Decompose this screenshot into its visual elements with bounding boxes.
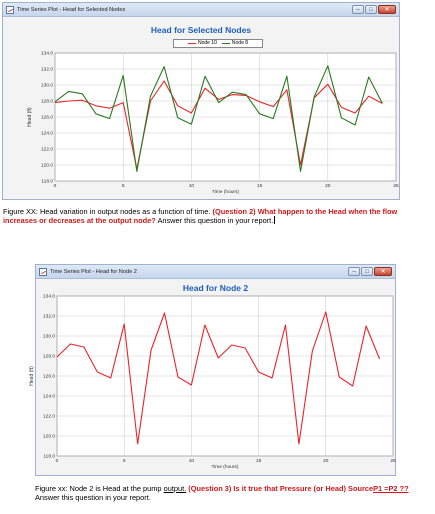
- x-tick-label: 0: [56, 458, 59, 464]
- legend-swatch: [221, 42, 230, 45]
- y-tick-label: 122.0: [43, 414, 55, 420]
- window-titlebar[interactable]: Time Series Plot - Head for Node 2 – □ ✕: [36, 265, 395, 279]
- x-tick-label: 10: [189, 183, 195, 189]
- chart-app-icon: [6, 6, 14, 14]
- y-tick-label: 124.0: [43, 394, 55, 400]
- question-2-text: (Question 2) What happen to the Head whe…: [3, 207, 398, 225]
- close-button[interactable]: ✕: [378, 5, 396, 14]
- legend-label: Node 10: [197, 40, 217, 46]
- y-tick-label: 120.0: [41, 163, 53, 169]
- caption-suffix: Answer this question in your report.: [155, 216, 274, 225]
- x-tick-label: 25: [390, 458, 396, 464]
- y-axis-label: Head (ft): [27, 107, 33, 127]
- y-tick-label: 118.0: [41, 179, 53, 185]
- x-tick-label: 10: [189, 458, 195, 464]
- maximize-button[interactable]: □: [365, 5, 377, 14]
- x-tick-label: 20: [325, 183, 331, 189]
- caption-source-word: Source: [348, 484, 374, 493]
- y-tick-label: 124.0: [41, 131, 53, 137]
- maximize-button[interactable]: □: [361, 267, 373, 276]
- y-tick-label: 132.0: [41, 67, 53, 73]
- y-tick-label: 128.0: [43, 354, 55, 360]
- x-tick-label: 20: [323, 458, 329, 464]
- window-controls: – □ ✕: [348, 267, 392, 277]
- y-tick-label: 118.0: [43, 454, 55, 460]
- line-chart-selected-nodes: 118.0 120.0 122.0 124.0 126.0 128.0 130.0 132.0…: [27, 51, 399, 195]
- x-tick-label: 25: [393, 183, 399, 189]
- chart-legend: Node 10 Node 8: [173, 39, 263, 48]
- minimize-button[interactable]: –: [352, 5, 364, 14]
- legend-swatch: [187, 42, 196, 45]
- legend-label: Node 8: [231, 40, 249, 46]
- legend-item-node-10: Node 10: [187, 40, 217, 47]
- chart-app-icon: [39, 268, 47, 276]
- chart-window-node-2[interactable]: Time Series Plot - Head for Node 2 – □ ✕…: [29, 264, 396, 476]
- y-tick-label: 126.0: [43, 374, 55, 380]
- y-tick-label: 134.0: [41, 51, 53, 57]
- series-line: [56, 311, 381, 445]
- caption-text: Figure xx: Node 2 is Head at the pump: [35, 484, 164, 493]
- y-tick-label: 132.0: [43, 314, 55, 320]
- x-tick-label: 5: [122, 183, 125, 189]
- x-tick-label: 15: [257, 183, 263, 189]
- caption-equation: P1 =P2 ??: [373, 484, 409, 493]
- chart-title: Head for Selected Nodes: [150, 25, 252, 35]
- text-cursor: [274, 216, 276, 224]
- question-3-text: (Question 3) Is it true that Pressure (o…: [186, 484, 349, 493]
- y-tick-label: 130.0: [41, 83, 53, 89]
- x-tick-label: 15: [256, 458, 262, 464]
- y-tick-label: 130.0: [43, 334, 55, 340]
- figure-caption-2: Figure xx: Node 2 is Head at the pump ou…: [35, 484, 433, 502]
- x-tick-label: 0: [54, 183, 57, 189]
- caption-suffix: Answer this question in your report.: [35, 493, 151, 502]
- chart-title: Head for Node 2: [182, 283, 249, 293]
- x-axis-label: Time (hours): [211, 464, 238, 470]
- y-tick-label: 128.0: [41, 99, 53, 105]
- close-button[interactable]: ✕: [374, 267, 392, 276]
- series-line: [54, 65, 383, 172]
- window-title: Time Series Plot - Head for Node 2: [50, 269, 137, 275]
- window-controls: – □ ✕: [352, 5, 396, 15]
- legend-item-node-8: Node 8: [221, 40, 249, 47]
- minimize-button[interactable]: –: [348, 267, 360, 276]
- chart-window-selected-nodes[interactable]: Time Series Plot - Head for Selected Nod…: [2, 2, 400, 200]
- x-tick-label: 5: [123, 458, 126, 464]
- y-tick-label: 120.0: [43, 434, 55, 440]
- y-tick-label: 122.0: [41, 147, 53, 153]
- y-axis-label: Head (ft): [29, 366, 35, 386]
- y-tick-label: 126.0: [41, 115, 53, 121]
- caption-underlined-word: output.: [163, 484, 187, 493]
- figure-caption-1: Figure XX: Head variation in output node…: [3, 207, 423, 225]
- series-line: [54, 80, 383, 170]
- y-tick-label: 134.0: [43, 294, 55, 300]
- window-title: Time Series Plot - Head for Selected Nod…: [17, 7, 126, 13]
- line-chart-node-2: 118.0 120.0 122.0 124.0 126.0 128.0 130.0 132.0…: [29, 294, 396, 470]
- caption-text: Figure XX: Head variation in output node…: [3, 207, 213, 216]
- window-titlebar[interactable]: Time Series Plot - Head for Selected Nod…: [3, 3, 399, 17]
- x-axis-label: Time (hours): [212, 189, 239, 195]
